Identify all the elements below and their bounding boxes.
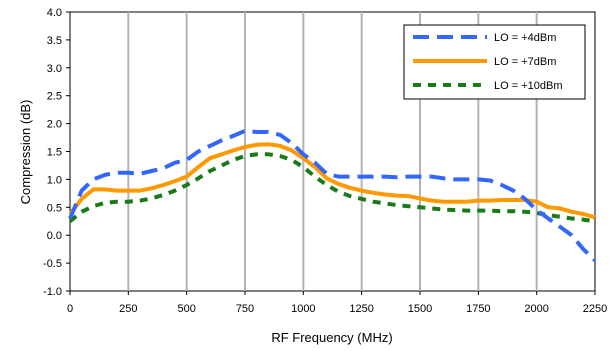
x-tick-label: 2000 [524,303,548,315]
x-tick-label: 1250 [349,303,373,315]
x-tick-label: 1500 [408,303,432,315]
series-lines [68,128,597,262]
x-tick-labels: 0 250 500 750 1000 1250 1500 1750 2000 2250 [67,303,607,315]
y-tick-label: 0.5 [47,202,62,214]
y-axis-title: Compression (dB) [18,100,33,205]
legend-label: LO = +4dBm [494,32,556,44]
y-tick-label: -1.0 [43,286,62,298]
legend-label: LO = +10dBm [494,80,563,92]
legend: LO = +4dBm LO = +7dBm LO = +10dBm [403,24,586,100]
series-line-1 [68,128,597,262]
legend-label: LO = +7dBm [494,56,556,68]
x-axis-title: RF Frequency (MHz) [271,330,392,345]
y-tick-label: 1.5 [47,147,62,159]
x-tick-label: 2250 [583,303,607,315]
grid-lines [127,12,538,291]
y-tick-label: 2.0 [47,119,62,131]
x-tick-label: 1000 [291,303,315,315]
x-tick-label: 500 [177,303,195,315]
y-tick-label: -0.5 [43,258,62,270]
y-tick-label: 3.5 [47,35,62,47]
y-tick-label: 1.0 [47,174,62,186]
x-tick-label: 0 [67,303,73,315]
y-tick-labels: -1.0 -0.5 0.0 0.5 1.0 1.5 2.0 2.5 3.0 3.5 4.0 [43,7,62,298]
series-line-2 [68,142,596,220]
x-tick-label: 1750 [466,303,490,315]
axes [66,11,596,295]
y-tick-label: 2.5 [47,91,62,103]
y-tick-label: 3.0 [47,63,62,75]
y-tick-label: 4.0 [47,7,62,19]
series-line-3 [68,152,596,224]
x-tick-label: 750 [236,303,254,315]
x-tick-label: 250 [119,303,137,315]
y-tick-label: 0.0 [47,230,62,242]
